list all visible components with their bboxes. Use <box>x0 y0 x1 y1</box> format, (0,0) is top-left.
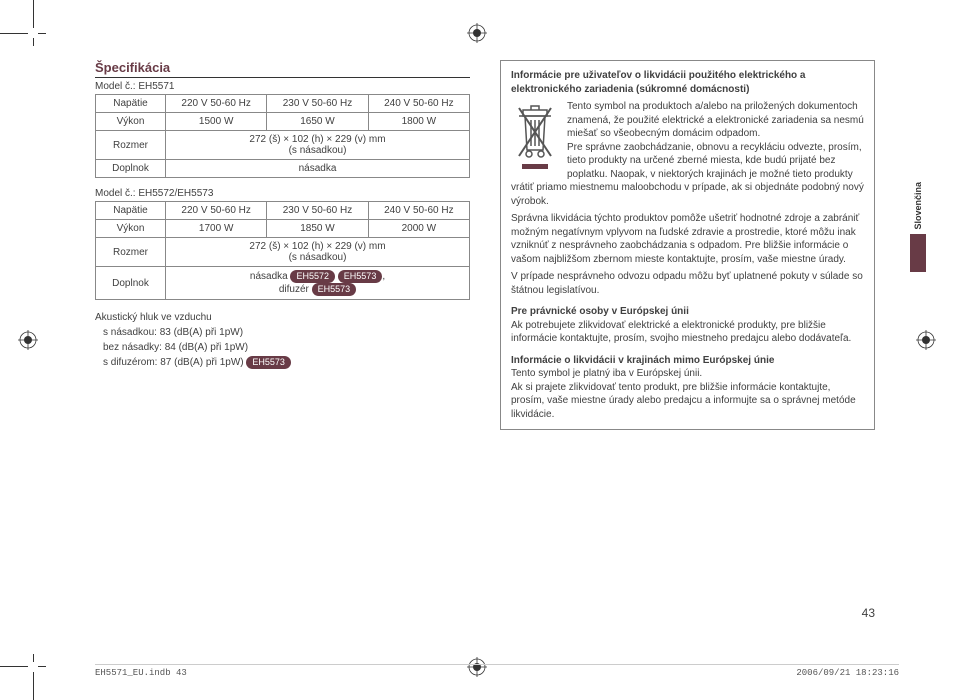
info-p4: V prípade nesprávneho odvozu odpadu môžu… <box>511 270 864 297</box>
cell-value: 2000 W <box>368 220 469 238</box>
acoustic-text: s difuzérom: 87 (dB(A) při 1pW) <box>103 357 246 368</box>
cell-label: Napätie <box>96 202 166 220</box>
cell-value: 1800 W <box>368 113 469 131</box>
footer-filename: EH5571_EU.indb 43 <box>95 668 187 678</box>
model-badge: EH5573 <box>246 356 291 369</box>
left-column: Špecifikácia Model č.: EH5571 Napätie 22… <box>95 60 470 630</box>
acoustic-line: s difuzérom: 87 (dB(A) při 1pW) EH5573 <box>95 355 470 370</box>
acoustic-line: s násadkou: 83 (dB(A) při 1pW) <box>95 325 470 340</box>
footer: EH5571_EU.indb 43 2006/09/21 18:23:16 <box>95 664 899 678</box>
cell-value: 1500 W <box>166 113 267 131</box>
registration-mark-icon <box>18 330 38 350</box>
page-number: 43 <box>862 606 875 620</box>
cell-value: násadka EH5572 EH5573, difuzér EH5573 <box>166 267 470 300</box>
cell-value: násadka <box>166 160 470 178</box>
addon-text: násadka <box>250 271 291 282</box>
info-sec2-body: Ak potrebujete zlikvidovať elektrické a … <box>511 319 864 346</box>
cell-value: 1850 W <box>267 220 368 238</box>
language-tab-marker <box>910 234 926 272</box>
cell-value: 220 V 50-60 Hz <box>166 95 267 113</box>
language-tab-label: Slovenčina <box>913 182 923 230</box>
cell-value: 240 V 50-60 Hz <box>368 202 469 220</box>
info-title: Informácie pre uživateľov o likvidácii p… <box>511 69 864 96</box>
model2-label: Model č.: EH5572/EH5573 <box>95 188 470 199</box>
info-sec3-body: Tento symbol je platný iba v Európskej ú… <box>511 367 864 421</box>
cell-label: Napätie <box>96 95 166 113</box>
cell-value: 1700 W <box>166 220 267 238</box>
cell-value: 230 V 50-60 Hz <box>267 95 368 113</box>
addon-text: difuzér <box>279 284 312 295</box>
cell-value: 272 (š) × 102 (h) × 229 (v) mm (s násadk… <box>166 131 470 160</box>
acoustic-title: Akustický hluk ve vzduchu <box>95 310 470 325</box>
cell-value: 1650 W <box>267 113 368 131</box>
cell-value: 272 (š) × 102 (h) × 229 (v) mm (s násadk… <box>166 238 470 267</box>
cell-label: Doplnok <box>96 160 166 178</box>
registration-mark-icon <box>467 23 487 43</box>
right-column: Informácie pre uživateľov o likvidácii p… <box>500 60 875 630</box>
cell-value: 240 V 50-60 Hz <box>368 95 469 113</box>
model1-label: Model č.: EH5571 <box>95 81 470 92</box>
registration-mark-icon <box>916 330 936 350</box>
model-badge: EH5573 <box>312 283 357 296</box>
cell-label: Rozmer <box>96 238 166 267</box>
acoustic-block: Akustický hluk ve vzduchu s násadkou: 83… <box>95 310 470 370</box>
spec-table-1: Napätie 220 V 50-60 Hz 230 V 50-60 Hz 24… <box>95 94 470 178</box>
cell-label: Výkon <box>96 113 166 131</box>
info-sec3-title: Informácie o likvidácii v krajinách mimo… <box>511 354 864 368</box>
info-p3: Správna likvidácia týchto produktov pomô… <box>511 212 864 266</box>
cell-value: 230 V 50-60 Hz <box>267 202 368 220</box>
info-p1: Tento symbol na produktoch a/alebo na pr… <box>567 101 864 139</box>
spec-table-2: Napätie 220 V 50-60 Hz 230 V 50-60 Hz 24… <box>95 201 470 300</box>
model-badge: EH5572 <box>290 270 335 283</box>
info-sec2-title: Pre právnické osoby v Európskej únii <box>511 305 864 319</box>
cell-label: Výkon <box>96 220 166 238</box>
cell-value: 220 V 50-60 Hz <box>166 202 267 220</box>
acoustic-line: bez násadky: 84 (dB(A) při 1pW) <box>95 340 470 355</box>
weee-bin-icon <box>511 102 559 177</box>
model-badge: EH5573 <box>338 270 383 283</box>
cell-label: Doplnok <box>96 267 166 300</box>
cell-label: Rozmer <box>96 131 166 160</box>
disposal-info-box: Informácie pre uživateľov o likvidácii p… <box>500 60 875 430</box>
spec-heading: Špecifikácia <box>95 60 470 78</box>
info-p2: Pre správne zaobchádzanie, obnovu a recy… <box>511 142 864 207</box>
footer-timestamp: 2006/09/21 18:23:16 <box>796 668 899 678</box>
